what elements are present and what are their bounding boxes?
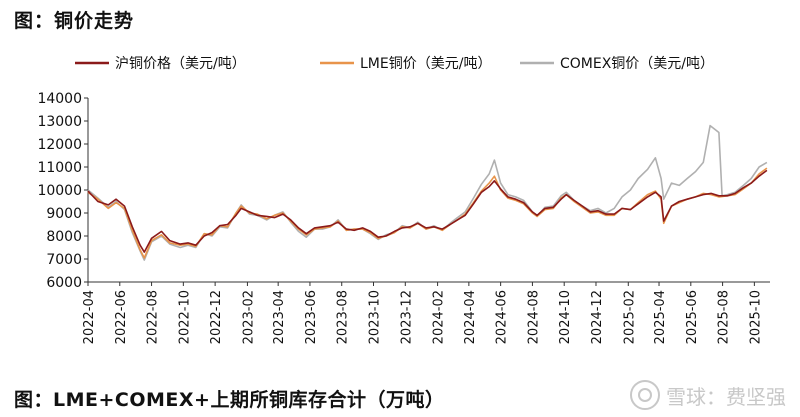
x-tick-label: 2024-02 (432, 290, 447, 344)
x-tick-label: 2022-12 (209, 290, 224, 344)
y-axis: 6000 7000 8000 9000 10000 11000 12000 13000 1400… (37, 91, 89, 291)
figure-caption: 图：LME+COMEX+上期所铜库存合计（万吨） (14, 389, 445, 411)
y-tick-label: 8000 (46, 229, 82, 245)
series-layer (87, 124, 768, 261)
y-tick-label: 13000 (37, 114, 82, 130)
series-line-2 (87, 124, 768, 261)
legend-label-2: COMEX铜价（美元/吨） (560, 56, 714, 72)
x-tick-label: 2022-10 (177, 290, 192, 344)
y-tick-label: 14000 (37, 91, 82, 107)
legend-label-0: 沪铜价格（美元/吨） (115, 56, 246, 72)
x-tick-label: 2023-04 (272, 290, 287, 344)
x-tick-label: 2024-04 (463, 290, 478, 344)
x-tick-label: 2025-10 (748, 290, 763, 344)
x-axis: 2022-04 2022-06 2022-08 2022-10 2022-12 2023-… (82, 281, 770, 344)
legend-label-1: LME铜价（美元/吨） (360, 56, 491, 72)
x-tick-label: 2025-04 (653, 290, 668, 344)
x-tick-label: 2023-08 (336, 290, 351, 344)
y-tick-label: 11000 (37, 160, 82, 176)
series-line-0 (87, 169, 768, 253)
chart-legend: 沪铜价格（美元/吨） LME铜价（美元/吨） COMEX铜价（美元/吨） (75, 56, 714, 72)
x-tick-label: 2024-08 (526, 290, 541, 344)
y-tick-label: 6000 (46, 275, 82, 291)
x-tick-label: 2023-12 (399, 290, 414, 344)
copper-price-chart: 沪铜价格（美元/吨） LME铜价（美元/吨） COMEX铜价（美元/吨） 6000 7… (37, 56, 770, 344)
x-tick-label: 2022-06 (114, 290, 129, 344)
y-tick-label: 9000 (46, 206, 82, 222)
x-tick-label: 2024-10 (558, 290, 573, 344)
x-tick-label: 2022-08 (146, 290, 161, 344)
x-tick-label: 2022-04 (82, 290, 97, 344)
x-tick-label: 2024-12 (590, 290, 605, 344)
y-tick-label: 10000 (37, 183, 82, 199)
watermark: 雪球：费坚强 (630, 380, 786, 410)
y-tick-label: 7000 (46, 252, 82, 268)
x-tick-label: 2025-08 (717, 290, 732, 344)
x-tick-label: 2024-06 (495, 290, 510, 344)
watermark-text: 雪球：费坚强 (666, 384, 786, 409)
x-tick-label: 2025-02 (622, 290, 637, 344)
y-tick-label: 12000 (37, 137, 82, 153)
xueqiu-logo-icon (630, 380, 660, 410)
figure-title: 图：铜价走势 (14, 10, 135, 32)
x-tick-label: 2023-06 (304, 290, 319, 344)
x-tick-label: 2023-02 (241, 290, 256, 344)
x-tick-label: 2025-06 (685, 290, 700, 344)
series-line-1 (87, 167, 768, 259)
x-tick-label: 2023-10 (368, 290, 383, 344)
